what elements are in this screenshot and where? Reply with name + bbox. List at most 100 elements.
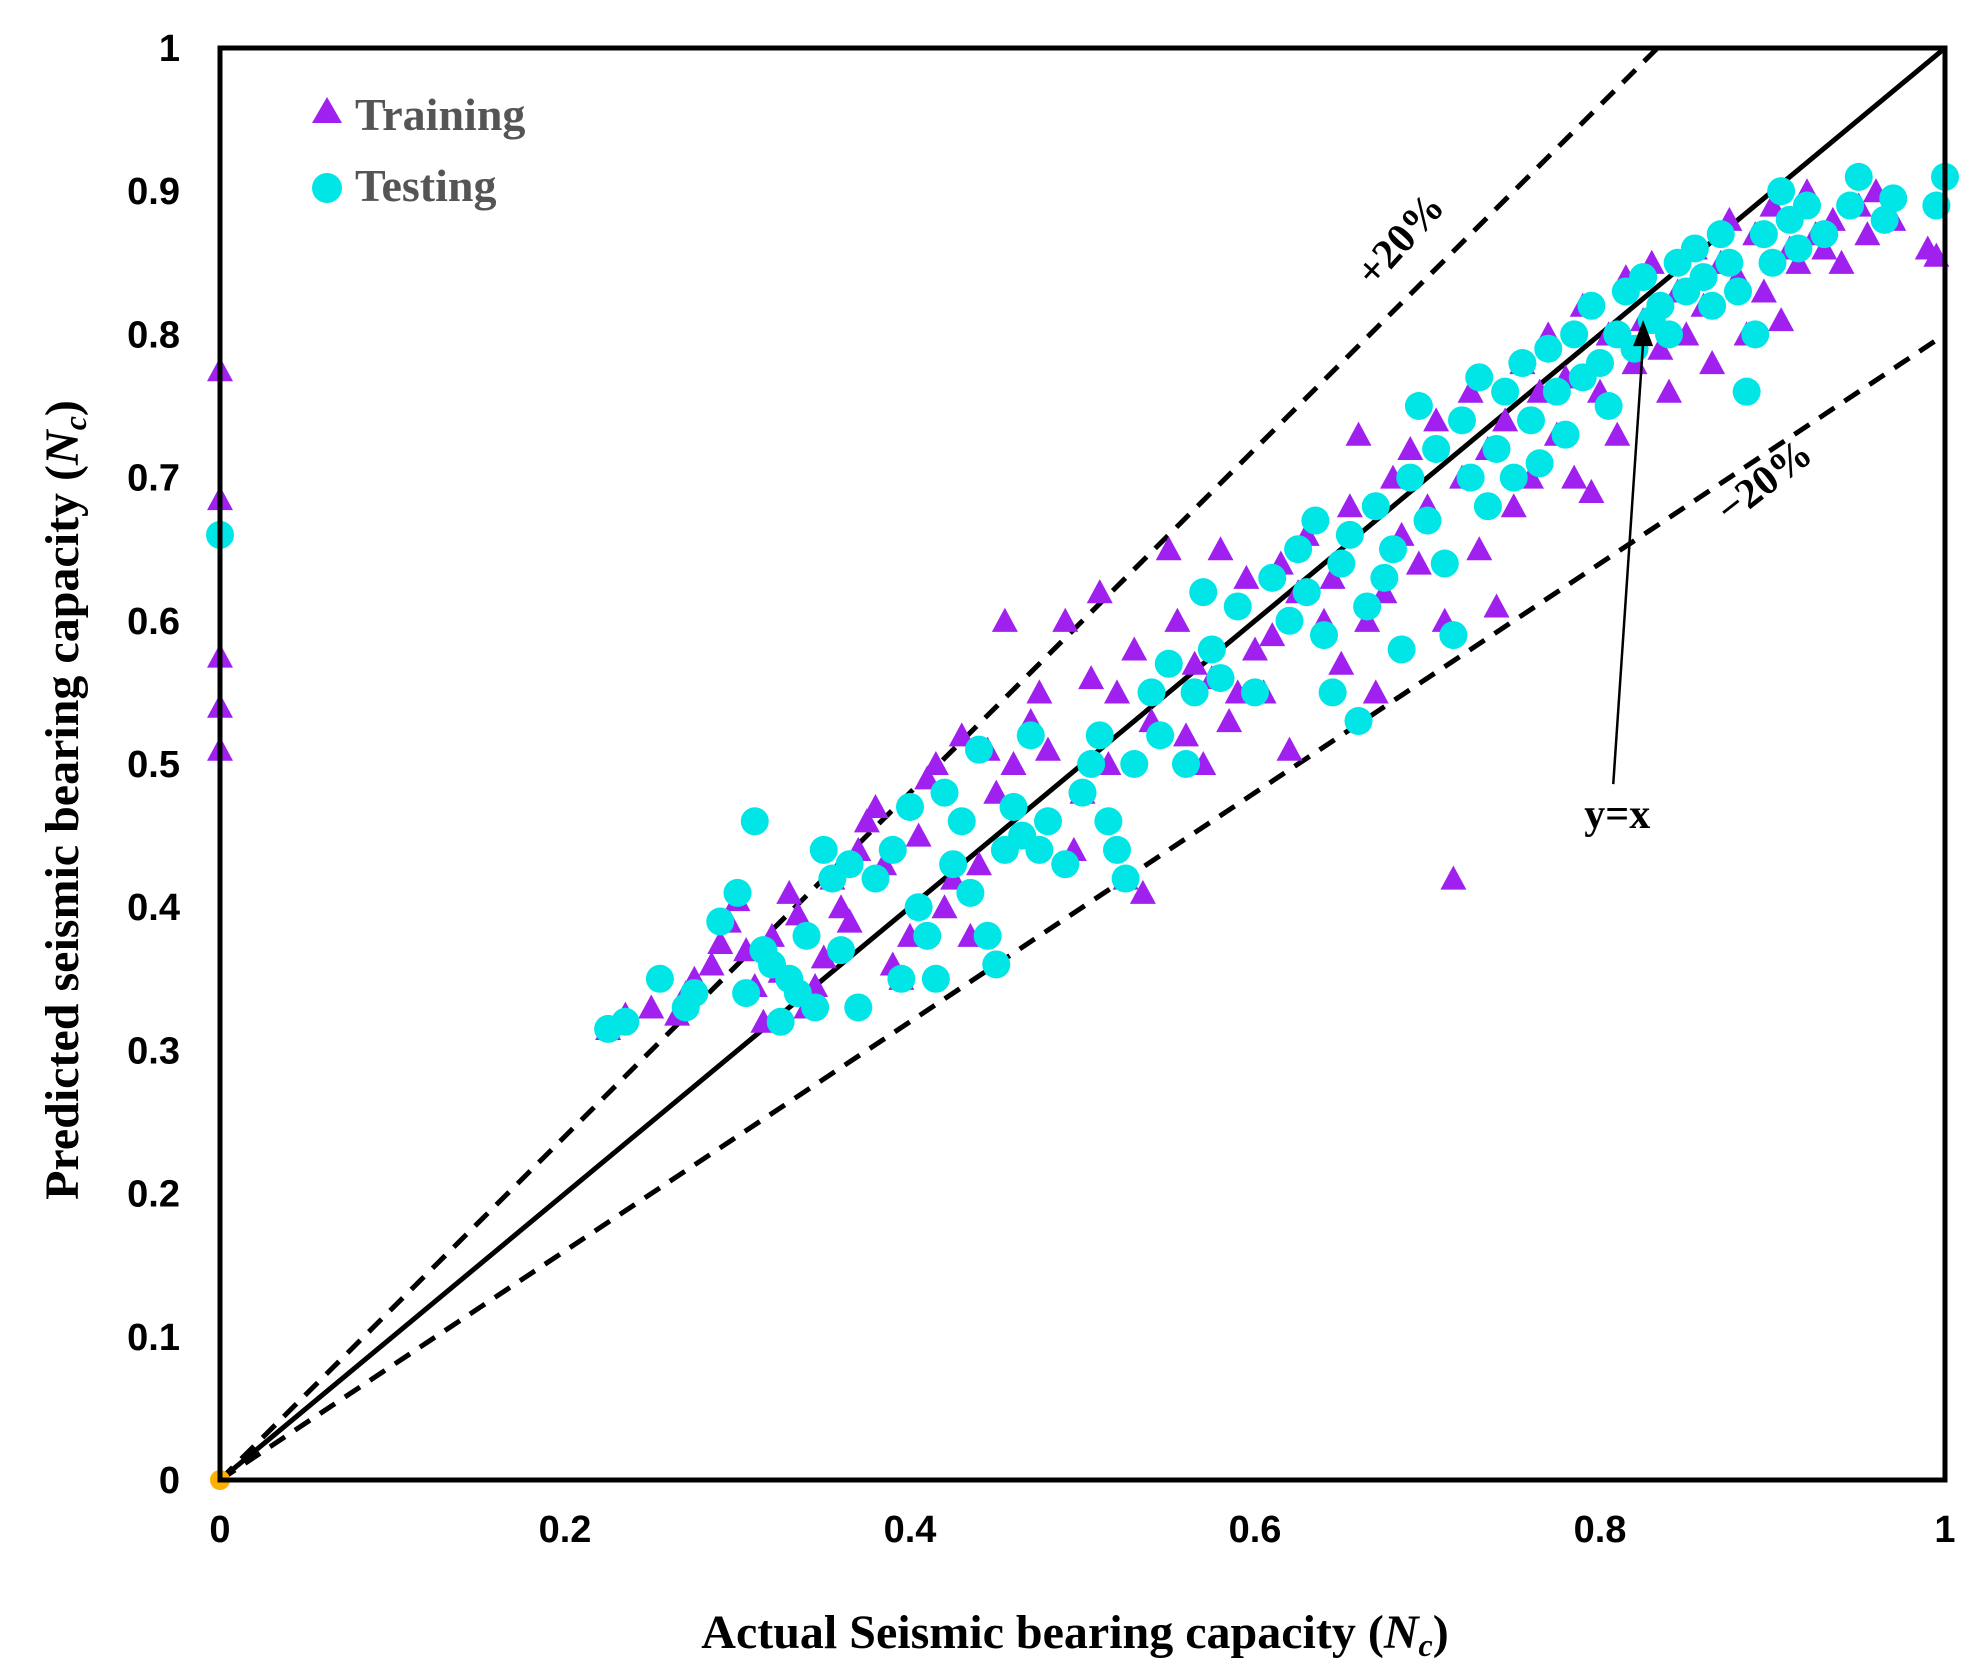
training-point — [948, 722, 975, 747]
y-tick-label: 0.9 — [127, 171, 180, 213]
testing-point — [1154, 649, 1183, 678]
testing-point — [1241, 678, 1269, 707]
y-tick-label: 0.4 — [127, 887, 180, 929]
y-tick-label: 0.2 — [127, 1174, 180, 1216]
testing-point — [1051, 850, 1080, 879]
testing-point — [645, 964, 674, 993]
testing-point — [1482, 434, 1511, 463]
training-point — [1699, 350, 1726, 375]
training-point — [914, 765, 941, 790]
x-axis-title: Actual Seismic bearing capacity (Nc) — [701, 1606, 1448, 1663]
testing-point — [1784, 234, 1813, 263]
y-tick-label: 0.3 — [127, 1030, 180, 1072]
y-axis-title-close: ) — [36, 400, 89, 416]
testing-point — [1879, 184, 1908, 213]
testing-point — [732, 979, 761, 1008]
training-point — [1604, 421, 1631, 446]
testing-point — [930, 778, 959, 807]
x-tick-label: 0.8 — [1574, 1509, 1627, 1551]
testing-point — [1103, 835, 1131, 864]
testing-point — [1767, 177, 1796, 206]
x-tick-label: 0.2 — [539, 1509, 592, 1551]
testing-point — [1344, 707, 1373, 736]
training-point — [1561, 464, 1588, 489]
reference-line — [218, 332, 1947, 1483]
training-point — [1328, 650, 1355, 675]
training-point — [1500, 493, 1527, 518]
testing-point — [1793, 191, 1821, 220]
testing-point — [1491, 377, 1520, 406]
training-point — [1397, 435, 1424, 461]
training-point — [991, 607, 1018, 632]
testing-point — [1499, 463, 1528, 492]
training-point — [1242, 636, 1268, 661]
testing-point — [939, 850, 968, 879]
y-axis-title-text: Predicted seismic bearing capacity ( — [36, 465, 89, 1200]
y-axis-title: Predicted seismic bearing capacity (Nc) — [36, 400, 93, 1200]
testing-point — [1448, 406, 1476, 435]
testing-point — [1724, 277, 1752, 306]
legend-testing-marker — [312, 173, 342, 203]
testing-point — [1473, 492, 1502, 521]
testing-point — [1413, 506, 1442, 535]
testing-point — [680, 979, 709, 1008]
testing-point — [740, 807, 769, 836]
testing-point — [1275, 606, 1304, 635]
testing-point — [1629, 263, 1658, 292]
testing-point — [1577, 291, 1606, 320]
x-axis-title-close: ) — [1433, 1606, 1449, 1659]
testing-point — [1732, 377, 1761, 406]
training-point — [1440, 865, 1467, 890]
legend-training-marker — [312, 97, 342, 123]
testing-point — [706, 907, 735, 936]
testing-point — [1741, 320, 1770, 349]
testing-point — [1680, 234, 1709, 263]
testing-point — [1016, 721, 1045, 750]
testing-point — [973, 921, 1002, 950]
testing-point — [1361, 492, 1390, 521]
training-point — [1216, 708, 1243, 733]
testing-point — [1439, 621, 1468, 650]
testing-point — [1223, 592, 1252, 621]
testing-point — [1508, 349, 1537, 378]
training-point — [1647, 335, 1674, 360]
testing-point — [1525, 449, 1554, 478]
testing-point — [982, 950, 1011, 979]
testing-point — [1137, 678, 1166, 707]
testing-point — [1542, 377, 1571, 406]
training-point — [1319, 564, 1346, 589]
testing-point — [1646, 291, 1675, 320]
training-point — [1423, 407, 1450, 432]
testing-point — [844, 993, 873, 1022]
testing-point — [766, 1007, 795, 1036]
testing-point — [913, 921, 942, 950]
testing-point — [1715, 248, 1744, 277]
training-point — [1828, 249, 1855, 274]
training-point — [966, 851, 992, 876]
x-tick-label: 0.4 — [884, 1509, 937, 1551]
training-point — [1259, 622, 1286, 647]
testing-point — [1085, 721, 1114, 750]
testing-point — [1422, 434, 1451, 463]
testing-point — [1844, 162, 1873, 191]
training-point — [1207, 536, 1234, 561]
testing-point — [1301, 506, 1330, 535]
training-point — [1854, 221, 1881, 246]
testing-point — [1353, 592, 1382, 621]
testing-point — [1284, 535, 1313, 564]
testing-point — [1689, 263, 1718, 292]
training-point — [1336, 493, 1363, 518]
testing-point — [1810, 220, 1839, 249]
testing-point — [1551, 420, 1580, 449]
training-point — [1052, 607, 1079, 632]
testing-point — [809, 835, 838, 864]
training-point — [1345, 421, 1372, 446]
testing-point — [1758, 248, 1787, 277]
testing-point — [1379, 535, 1407, 564]
x-axis-title-text: Actual Seismic bearing capacity ( — [701, 1606, 1384, 1659]
training-point — [1768, 307, 1795, 332]
testing-point — [1456, 463, 1485, 492]
training-point — [983, 779, 1010, 804]
testing-point — [1258, 563, 1287, 592]
